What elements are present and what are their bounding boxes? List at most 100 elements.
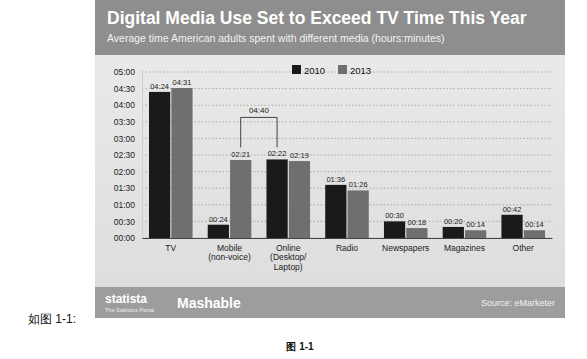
y-tick-label: 01:30 [114,183,136,193]
x-tick: Newspapers [382,238,429,253]
footer-brand: Mashable [177,295,241,311]
grid [142,72,552,238]
data-label: 00:42 [503,205,522,214]
x-tick: Mobile(non-voice) [208,238,251,262]
grid-line [142,88,552,89]
data-label: 00:24 [209,215,228,224]
grid-line [142,188,552,189]
x-tick-label-line: Magazines [444,243,485,253]
grid-line [142,204,552,205]
x-axis: TV Mobile(non-voice) Online(Desktop/Laptop… [143,238,553,272]
series-1 [171,88,545,238]
y-tick: 04:30 [114,84,142,94]
y-tick: 03:30 [114,117,142,127]
x-axis-line [143,238,553,239]
annotation: 04:40 [241,106,277,147]
bar [348,190,369,238]
data-label: 01:36 [326,175,345,184]
data-label: 00:30 [385,211,404,220]
data-label: 00:18 [408,218,427,227]
bar [230,160,251,238]
y-tick: 02:00 [114,167,142,177]
bar [289,161,310,238]
y-tick-label: 01:00 [114,200,136,210]
grid-line [142,121,552,122]
chart-svg: Digital Media Use Set to Exceed TV Time … [0,0,587,359]
grid-line [142,171,552,172]
bar [325,185,346,238]
panel-background [95,0,565,318]
data-label: 04:24 [150,82,169,91]
bar [266,159,287,238]
bar [443,227,464,238]
intro-text: 如图 1-1: [28,312,76,326]
y-tick: 05:00 [114,67,142,77]
data-label: 00:14 [525,220,544,229]
grid-line [142,155,552,156]
footer-logo: statista [105,292,147,306]
x-tick-label-line: (non-voice) [208,252,251,262]
annotation-label: 04:40 [249,106,270,115]
caption: 图 1-1 [286,341,314,352]
grid-line [142,105,552,106]
x-tick: Radio [336,238,358,253]
legend-swatch [292,65,301,74]
legend: 2010 2013 [292,65,371,76]
y-tick: 04:00 [114,100,142,110]
chart-title: Digital Media Use Set to Exceed TV Time … [107,8,527,28]
y-tick-label: 03:00 [114,134,136,144]
y-tick: 00:30 [114,217,142,227]
x-tick: TV [165,238,176,253]
y-tick-label: 00:30 [114,217,136,227]
x-tick: Other [513,238,534,253]
y-tick: 03:00 [114,134,142,144]
y-tick-label: 04:30 [114,84,136,94]
series-0 [149,92,523,238]
bar [171,88,192,238]
chart-subtitle: Average time American adults spent with … [107,32,445,44]
x-tick-label: TV [165,243,176,253]
footer-band [95,287,565,318]
bar [465,230,486,238]
x-tick-label: Mobile(non-voice) [208,243,251,262]
x-tick: Magazines [444,238,485,253]
grid-line [142,138,552,139]
y-tick: 01:00 [114,200,142,210]
bar [406,228,427,238]
data-label: 02:22 [268,149,287,158]
y-tick-label: 02:00 [114,167,136,177]
y-tick-label: 00:00 [114,233,136,243]
y-tick-label: 05:00 [114,67,136,77]
x-tick-label-line: Newspapers [382,243,429,253]
data-label: 02:19 [290,151,309,160]
x-tick-label: Magazines [444,243,485,253]
bar [149,92,170,238]
data-label: 01:26 [349,180,368,189]
x-tick-label-line: Other [513,243,534,253]
legend-label: 2010 [304,65,325,76]
y-axis-line [142,73,143,239]
data-label: 00:20 [444,217,463,226]
data-label: 04:31 [173,78,192,87]
legend-label: 2013 [350,65,371,76]
footer-tagline: The Statistics Portal [105,307,154,313]
bar [501,215,522,238]
bar [524,230,545,238]
x-tick-label: Other [513,243,534,253]
bars [149,88,545,238]
y-tick: 01:30 [114,183,142,193]
data-labels: 04:24 00:24 02:22 01:36 00:30 00:20 00:42 04:31… [150,78,544,229]
annotation-bracket [241,117,277,147]
grid-line [142,238,552,239]
y-tick-label: 03:30 [114,117,136,127]
x-tick-label: Radio [336,243,358,253]
x-tick: Online(Desktop/Laptop) [270,238,307,272]
y-tick-label: 02:30 [114,150,136,160]
y-tick-label: 04:00 [114,100,136,110]
x-tick-label-line: TV [165,243,176,253]
x-tick-label-line: Laptop) [274,262,303,272]
grid-line [142,221,552,222]
header-band [95,0,565,55]
data-label: 00:14 [466,220,485,229]
bar [384,221,405,238]
